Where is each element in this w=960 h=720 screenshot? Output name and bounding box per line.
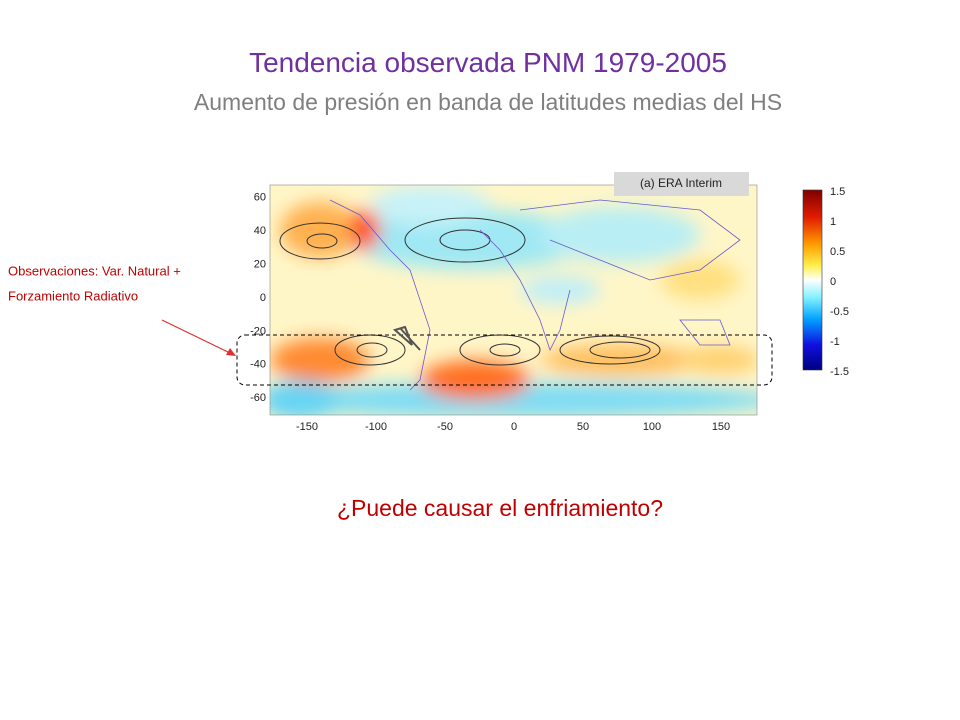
lon-tick-label: -100 <box>365 421 387 433</box>
annotation-line: Forzamiento Radiativo <box>8 288 138 303</box>
lat-tick-label: 60 <box>254 192 266 204</box>
lat-tick-label: 0 <box>260 292 266 304</box>
colorbar-tick-label: 0 <box>830 276 836 288</box>
question: ¿Puede causar el enfriamiento? <box>337 495 663 521</box>
colorbar <box>802 189 823 371</box>
colorbar-tick-label: 1.5 <box>830 186 845 198</box>
lon-tick-label: 50 <box>577 421 589 433</box>
lon-tick-label: 150 <box>712 421 730 433</box>
panel-label: (a) ERA Interim <box>640 176 722 190</box>
highlight-band <box>236 334 773 386</box>
annotation-arrowhead <box>226 348 236 356</box>
title: Tendencia observada PNM 1979-2005 <box>249 47 727 78</box>
arrow-icon <box>392 325 421 351</box>
colorbar-tick-label: -0.5 <box>830 306 849 318</box>
annotation-arrow <box>161 319 233 355</box>
lat-tick-label: 40 <box>254 225 266 237</box>
lon-tick-label: 0 <box>511 421 517 433</box>
annotation-line: Observaciones: Var. Natural + <box>8 263 181 278</box>
lon-tick-label: -150 <box>296 421 318 433</box>
lon-tick-label: -50 <box>437 421 453 433</box>
lat-tick-label: -40 <box>250 359 266 371</box>
lat-tick-label: 20 <box>254 259 266 271</box>
panel-label-box <box>614 172 749 196</box>
colorbar-tick-label: 1 <box>830 216 836 228</box>
map-field <box>270 185 757 415</box>
map-frame <box>269 184 758 416</box>
colorbar-tick-label: -1.5 <box>830 366 849 378</box>
subtitle: Aumento de presión en banda de latitudes… <box>194 89 782 115</box>
lat-tick-label: -60 <box>250 392 266 404</box>
colorbar-tick-label: -1 <box>830 336 840 348</box>
lat-tick-label: -20 <box>250 325 266 337</box>
lon-tick-label: 100 <box>643 421 661 433</box>
colorbar-tick-label: 0.5 <box>830 246 845 258</box>
